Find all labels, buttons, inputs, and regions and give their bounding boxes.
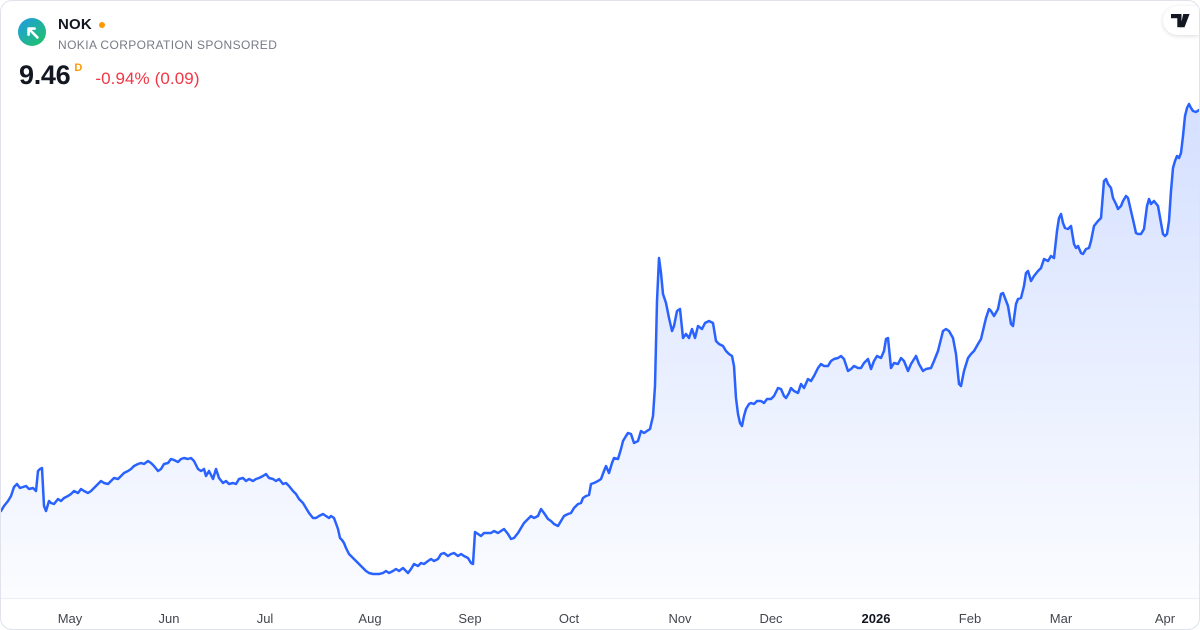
nokia-logo-icon <box>18 18 46 46</box>
company-name: NOKIA CORPORATION SPONSORED <box>58 38 278 52</box>
tradingview-logo-icon <box>1170 13 1190 27</box>
price-change: -0.94% (0.09) <box>95 69 200 88</box>
tradingview-attribution-button[interactable] <box>1163 6 1199 35</box>
last-price: 9.46 <box>19 60 71 90</box>
price-area <box>1 104 1199 598</box>
symbol-titles: NOK NOKIA CORPORATION SPONSORED <box>58 15 277 52</box>
market-status-icon <box>98 22 105 28</box>
price-row: 9.46 D -0.94% (0.09) <box>19 61 277 89</box>
interval-badge: D <box>74 62 83 74</box>
symbol-name: NOK <box>58 16 92 33</box>
price-line <box>1 102 1199 576</box>
widget-header: NOK NOKIA CORPORATION SPONSORED 9.46 D -… <box>18 15 277 89</box>
x-axis-divider <box>1 598 1199 599</box>
symbol-link[interactable]: NOK NOKIA CORPORATION SPONSORED <box>18 15 277 52</box>
